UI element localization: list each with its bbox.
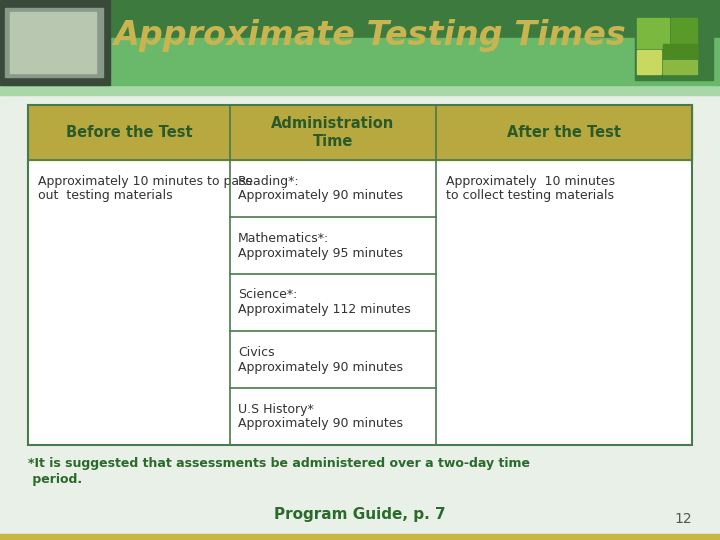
Bar: [0, 0, 720, 85]
Bar: [0, 0, 110, 85]
Text: Approximately 10 minutes to pass
out  testing materials: Approximately 10 minutes to pass out tes…: [38, 174, 252, 202]
Text: Mathematics*:
Approximately 95 minutes: Mathematics*: Approximately 95 minutes: [238, 232, 403, 260]
Bar: [436, 105, 692, 160]
Bar: [637, 50, 661, 74]
Text: Approximately  10 minutes
to collect testing materials: Approximately 10 minutes to collect test…: [446, 174, 615, 202]
Text: *It is suggested that assessments be administered over a two-day time: *It is suggested that assessments be adm…: [28, 457, 530, 470]
Text: Civics
Approximately 90 minutes: Civics Approximately 90 minutes: [238, 346, 403, 374]
Bar: [28, 105, 230, 160]
Text: Administration
Time: Administration Time: [271, 116, 395, 148]
Bar: [10, 12, 96, 73]
Text: 12: 12: [675, 512, 692, 526]
Bar: [0, 85, 720, 95]
Bar: [663, 60, 697, 74]
Bar: [5, 8, 103, 77]
Bar: [0, 534, 720, 540]
Bar: [0, 38, 720, 85]
Text: Before the Test: Before the Test: [66, 125, 192, 140]
Bar: [230, 105, 436, 160]
Bar: [671, 18, 697, 58]
Text: U.S History*
Approximately 90 minutes: U.S History* Approximately 90 minutes: [238, 402, 403, 430]
Bar: [663, 44, 697, 58]
Text: period.: period.: [28, 473, 82, 486]
Text: Approximate Testing Times: Approximate Testing Times: [114, 19, 626, 52]
Text: Science*:
Approximately 112 minutes: Science*: Approximately 112 minutes: [238, 288, 410, 316]
Bar: [635, 5, 713, 80]
Bar: [637, 18, 669, 48]
Text: After the Test: After the Test: [507, 125, 621, 140]
Bar: [28, 105, 692, 445]
Text: Program Guide, p. 7: Program Guide, p. 7: [274, 507, 446, 522]
Text: Reading*:
Approximately 90 minutes: Reading*: Approximately 90 minutes: [238, 174, 403, 202]
Bar: [28, 105, 692, 445]
